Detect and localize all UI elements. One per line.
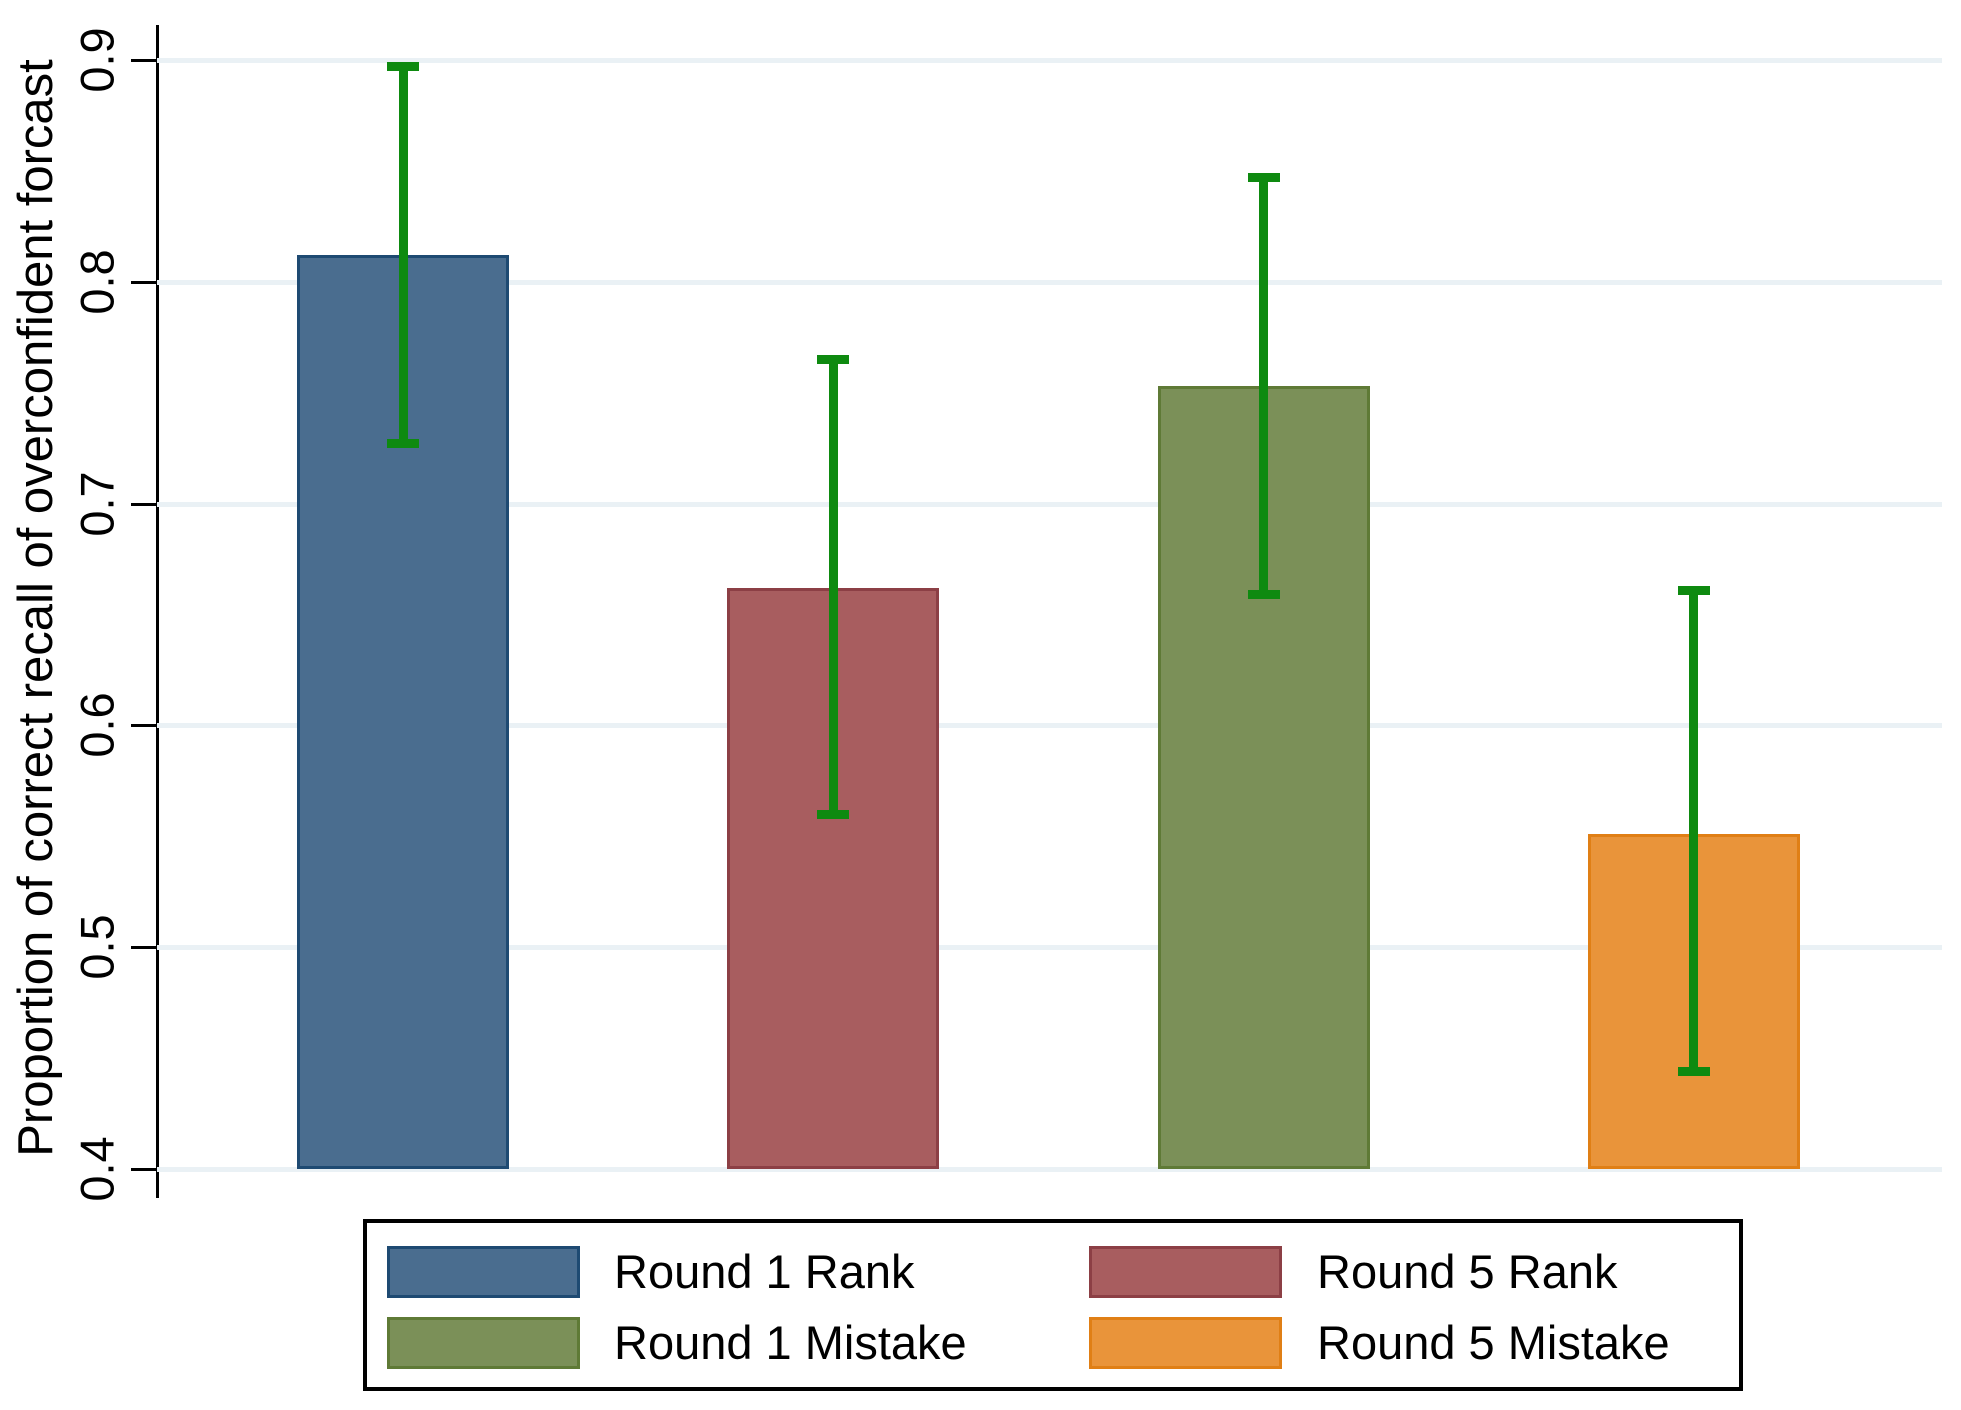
gridline-0.6 xyxy=(157,723,1942,729)
error-bar-cap-bottom-2 xyxy=(817,809,850,819)
legend-swatch-round-1-rank xyxy=(387,1246,580,1298)
error-bar-line-1 xyxy=(398,66,408,444)
error-bar-cap-bottom-4 xyxy=(1677,1066,1710,1076)
y-tick-label-0.9: 0.9 xyxy=(70,27,124,93)
legend-label-round-1-mistake: Round 1 Mistake xyxy=(614,1316,967,1369)
error-bar-cap-bottom-3 xyxy=(1247,590,1280,600)
error-bar-cap-top-2 xyxy=(817,354,850,364)
legend-label-round-5-mistake: Round 5 Mistake xyxy=(1317,1316,1670,1369)
y-tick-label-0.4: 0.4 xyxy=(70,1136,124,1202)
legend-label-round-1-rank: Round 1 Rank xyxy=(614,1245,915,1298)
gridline-0.9 xyxy=(157,58,1942,63)
y-tick-label-0.7: 0.7 xyxy=(70,470,124,537)
gridline-0.4 xyxy=(157,1167,1942,1172)
error-bar-line-2 xyxy=(828,359,838,815)
legend-swatch-round-5-mistake xyxy=(1089,1317,1282,1369)
y-tick-label-0.8: 0.8 xyxy=(70,249,124,315)
legend: Round 1 Rank Round 1 Mistake Round 5 Ran… xyxy=(363,1219,1743,1391)
y-tick-0.5 xyxy=(131,946,157,950)
y-tick-label-0.6: 0.6 xyxy=(70,692,124,759)
y-tick-0.6 xyxy=(131,724,157,728)
error-bar-line-3 xyxy=(1259,177,1269,595)
y-tick-0.8 xyxy=(131,280,157,284)
error-bar-line-4 xyxy=(1689,590,1699,1072)
gridline-0.8 xyxy=(157,279,1942,285)
error-bar-cap-top-4 xyxy=(1677,585,1710,595)
y-tick-0.7 xyxy=(131,502,157,506)
y-tick-0.9 xyxy=(131,59,157,62)
legend-swatch-round-5-rank xyxy=(1089,1246,1282,1298)
error-bar-cap-bottom-1 xyxy=(387,439,419,449)
error-bar-cap-top-1 xyxy=(387,62,419,72)
bar-round-5-rank xyxy=(727,587,940,1169)
y-axis-line xyxy=(156,25,159,1198)
legend-swatch-round-1-mistake xyxy=(387,1317,580,1369)
y-tick-0.4 xyxy=(131,1168,157,1171)
y-tick-label-0.5: 0.5 xyxy=(70,914,124,980)
gridline-0.7 xyxy=(157,501,1942,507)
error-bar-cap-top-3 xyxy=(1247,173,1280,183)
legend-label-round-5-rank: Round 5 Rank xyxy=(1317,1245,1618,1298)
gridline-0.5 xyxy=(157,945,1942,951)
